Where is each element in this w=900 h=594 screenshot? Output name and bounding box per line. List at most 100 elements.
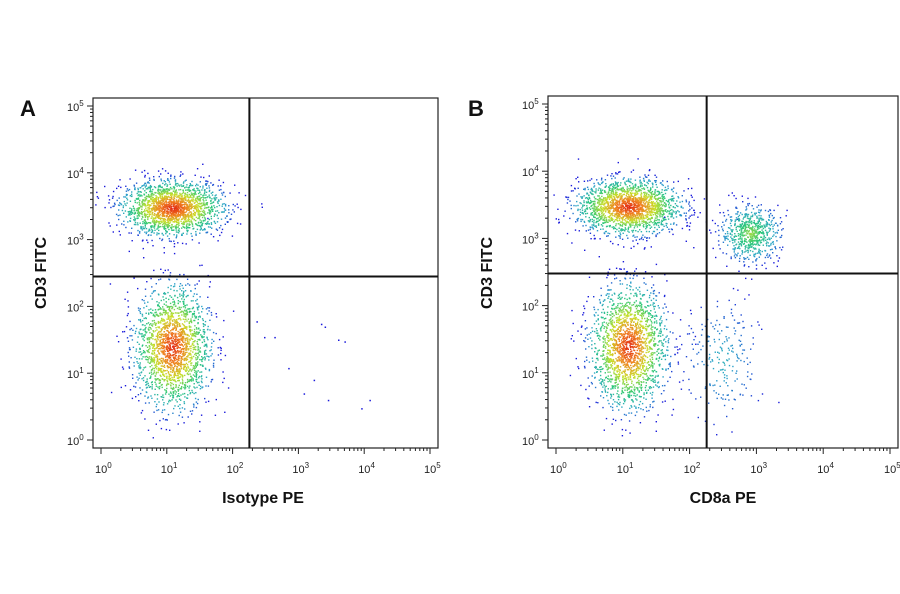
event-dot: [194, 284, 196, 286]
event-dot: [201, 365, 204, 367]
event-dot: [151, 214, 153, 216]
event-dot: [636, 213, 638, 216]
event-dot: [192, 379, 194, 382]
event-dot: [182, 348, 185, 350]
event-dot: [198, 195, 200, 198]
event-dot: [193, 386, 195, 388]
event-dot: [630, 187, 632, 189]
event-dot: [177, 345, 179, 347]
event-dot: [177, 219, 180, 221]
event-dot: [201, 375, 203, 377]
event-dot: [191, 184, 194, 187]
event-dot: [188, 200, 190, 202]
event-dot: [134, 218, 136, 221]
event-dot: [162, 396, 165, 399]
event-dot: [577, 158, 580, 160]
event-dot: [150, 185, 153, 188]
event-dot: [170, 368, 172, 371]
event-dot: [144, 395, 146, 397]
event-dot: [184, 187, 186, 189]
event-dot: [161, 386, 163, 389]
event-dot: [194, 364, 196, 367]
event-dot: [174, 203, 176, 205]
event-dot: [149, 331, 151, 334]
event-dot: [195, 380, 198, 383]
event-dot: [167, 179, 170, 181]
event-dot: [210, 381, 212, 383]
event-dot: [659, 208, 661, 210]
event-dot: [138, 208, 140, 210]
event-dot: [161, 200, 163, 202]
event-dot: [182, 287, 184, 289]
event-dot: [203, 345, 205, 347]
event-dot: [169, 214, 171, 217]
event-dot: [183, 367, 185, 369]
event-dot: [149, 386, 152, 388]
event-dot: [170, 228, 173, 230]
event-dot: [147, 201, 150, 203]
event-dot: [175, 338, 177, 340]
event-dot: [175, 237, 177, 239]
event-dot: [184, 218, 186, 220]
event-dot: [137, 189, 139, 191]
event-dot: [172, 345, 174, 347]
event-dot: [142, 350, 145, 352]
event-dot: [186, 227, 188, 229]
event-dot: [197, 333, 199, 335]
event-dot: [228, 212, 230, 214]
event-dot: [158, 302, 160, 304]
event-dot: [190, 326, 192, 328]
event-dot: [192, 355, 195, 358]
event-dot: [163, 303, 165, 305]
event-dot: [672, 223, 675, 225]
event-dot: [183, 206, 186, 209]
event-dot: [624, 201, 627, 203]
event-dot: [139, 191, 141, 193]
event-dot: [172, 190, 175, 192]
event-dot: [144, 203, 147, 206]
event-dot: [685, 212, 687, 214]
event-dot: [181, 197, 183, 199]
event-dot: [182, 311, 185, 314]
event-dot: [159, 184, 161, 186]
event-dot: [200, 214, 202, 216]
event-dot: [172, 386, 175, 389]
event-dot: [150, 361, 152, 363]
event-dot: [159, 308, 161, 310]
event-dot: [157, 192, 159, 194]
event-dot: [182, 374, 184, 377]
event-dot: [170, 200, 172, 203]
event-dot: [615, 172, 617, 174]
event-dot: [208, 211, 211, 213]
event-dot: [151, 359, 153, 361]
event-dot: [155, 215, 157, 217]
event-dot: [148, 196, 150, 198]
event-dot: [589, 232, 592, 234]
event-dot: [183, 386, 185, 389]
event-dot: [221, 194, 224, 196]
event-dot: [199, 186, 201, 188]
event-dot: [174, 379, 176, 381]
event-dot: [672, 233, 674, 236]
event-dot: [166, 341, 168, 344]
event-dot: [215, 398, 217, 401]
event-dot: [191, 203, 193, 205]
event-dot: [587, 180, 589, 182]
event-dot: [155, 383, 157, 385]
event-dot: [176, 377, 179, 379]
event-dot: [150, 375, 152, 377]
event-dot: [174, 179, 177, 181]
event-dot: [215, 228, 218, 230]
event-dot: [164, 328, 166, 330]
event-dot: [185, 345, 188, 348]
event-dot: [592, 193, 594, 196]
event-dot: [303, 393, 306, 395]
event-dot: [188, 207, 190, 209]
event-dot: [123, 212, 125, 214]
event-dot: [648, 221, 651, 224]
event-dot: [187, 416, 189, 418]
event-dot: [612, 200, 615, 202]
event-dot: [162, 309, 165, 311]
event-dot: [205, 353, 208, 355]
event-dot: [168, 401, 170, 403]
